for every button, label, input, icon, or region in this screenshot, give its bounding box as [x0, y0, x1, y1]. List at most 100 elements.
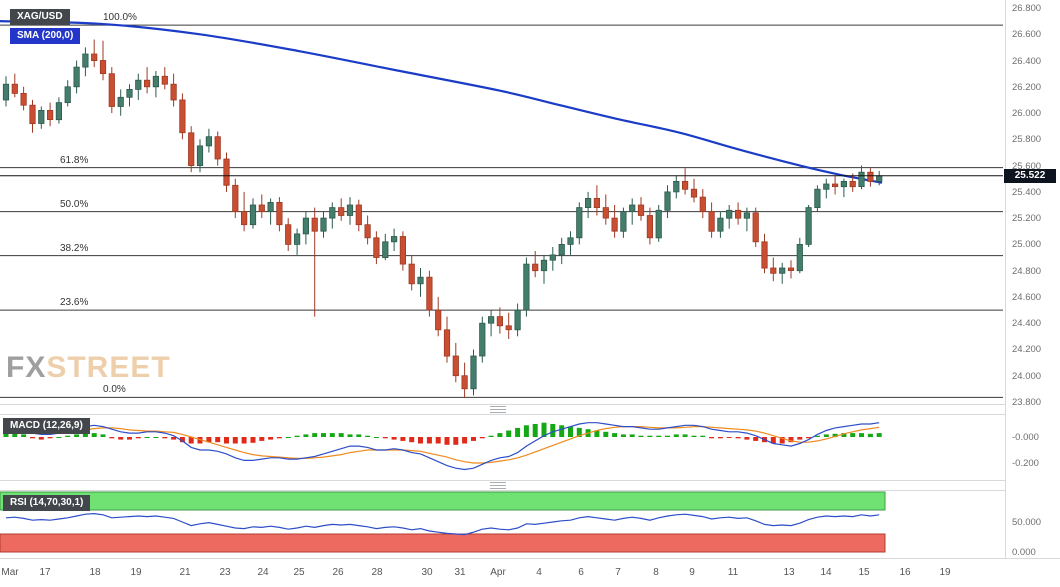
candle-body	[99, 60, 107, 75]
candle-body	[682, 180, 689, 190]
macd-histogram-bar	[47, 437, 53, 439]
time-axis-label: 15	[858, 567, 870, 578]
time-axis-label: 16	[899, 567, 911, 578]
macd-histogram-bar	[259, 437, 265, 441]
macd-histogram-bar	[814, 435, 820, 437]
candle-body	[108, 73, 115, 107]
time-axis-label: 24	[257, 567, 269, 578]
candle-body	[487, 316, 495, 324]
candle-body	[249, 204, 257, 226]
candle-body	[29, 104, 36, 124]
candle-body	[293, 233, 301, 245]
candle-body	[443, 329, 451, 357]
candle-body	[232, 184, 239, 213]
time-axis-label: 9	[689, 567, 695, 578]
candle-body	[664, 191, 671, 211]
time-axis-label: 18	[89, 567, 101, 578]
macd-histogram-bar	[268, 437, 274, 440]
candle-body	[311, 217, 318, 232]
macd-axis-label: -0.200	[1012, 458, 1039, 469]
candle-body	[73, 66, 80, 88]
macd-histogram-bar	[453, 437, 459, 445]
macd-histogram-bar	[21, 434, 27, 437]
time-axis-label: Mar	[1, 567, 19, 578]
macd-line	[5, 422, 880, 471]
macd-histogram-bar	[329, 433, 335, 437]
macd-histogram-bar	[356, 434, 362, 437]
candle-body	[770, 267, 777, 274]
macd-histogram-bar	[3, 433, 9, 437]
macd-histogram-bar	[717, 437, 723, 439]
macd-histogram-bar	[153, 437, 159, 438]
candle-body	[593, 197, 601, 208]
candle-body	[567, 237, 574, 245]
fib-level-label: 38.2%	[60, 242, 89, 254]
candle-body	[152, 75, 159, 88]
candle-body	[532, 263, 539, 272]
drag-handle-icon	[490, 482, 506, 489]
macd-histogram-bar	[171, 437, 177, 440]
candle-body	[849, 180, 856, 188]
candle-body	[523, 263, 530, 311]
macd-histogram-bar	[550, 424, 556, 437]
price-axis-label: 24.400	[1012, 318, 1042, 330]
candle-body	[135, 79, 142, 90]
candle-body	[240, 211, 248, 226]
macd-histogram-bar	[241, 437, 247, 444]
macd-histogram-bar	[303, 434, 309, 437]
macd-histogram-bar	[347, 434, 353, 437]
macd-histogram-bar	[338, 433, 344, 437]
time-axis[interactable]: Mar 17 18 19 21 23 24 25 26 28 30 31 Apr 4 6 7 8 9 11 13 14 1…	[0, 558, 1060, 587]
drag-handle-icon	[490, 406, 506, 413]
macd-histogram-bar	[418, 437, 423, 444]
rsi-axis-label: 50.000	[1012, 517, 1042, 528]
candle-body	[285, 224, 292, 245]
macd-histogram-bar	[100, 434, 106, 437]
macd-histogram-bar	[744, 437, 750, 440]
main-macd-panel-divider[interactable]	[0, 404, 1005, 415]
candle-body	[540, 259, 548, 272]
macd-histogram-bar	[435, 437, 441, 444]
candle-body	[47, 110, 54, 121]
candle-body	[223, 158, 230, 186]
candle-body	[761, 241, 768, 269]
price-axis[interactable]: 26.800 26.600 26.400 26.200 26.000 25.800 25.6…	[1005, 0, 1060, 587]
watermark-fx-text: FX	[6, 351, 47, 384]
macd-histogram-bar	[682, 434, 688, 437]
sma-200-line	[0, 20, 883, 184]
macd-rsi-panel-divider[interactable]	[0, 480, 1005, 491]
macd-histogram-bar	[859, 433, 864, 437]
candle-body	[179, 99, 186, 134]
macd-histogram-bar	[65, 435, 71, 437]
time-axis-label: Apr	[490, 567, 506, 578]
price-axis-label: 24.000	[1012, 370, 1042, 382]
candle-body	[435, 309, 442, 331]
time-axis-label: 4	[536, 567, 542, 578]
time-axis-label: 13	[783, 567, 795, 578]
macd-histogram-bar	[162, 437, 168, 439]
macd-histogram-bar	[38, 437, 44, 440]
candle-body	[673, 180, 680, 193]
candle-body	[796, 243, 803, 272]
macd-histogram-bar	[276, 437, 282, 439]
current-price-badge: 25.522	[1004, 168, 1056, 183]
candle-body	[417, 276, 424, 285]
macd-histogram-bar	[409, 437, 415, 443]
macd-histogram-bar	[797, 437, 803, 440]
macd-histogram-bar	[400, 437, 406, 441]
time-axis-label: 30	[421, 567, 433, 578]
candle-body	[646, 215, 654, 239]
symbol-badge: XAG/USD	[10, 9, 70, 25]
candle-body	[479, 322, 486, 357]
macd-histogram-bar	[647, 435, 653, 437]
rsi-overbought-band	[0, 491, 886, 511]
macd-histogram-bar	[74, 434, 80, 437]
candle-body	[205, 136, 212, 147]
time-axis-label: 19	[939, 567, 951, 578]
macd-histogram-bar	[312, 433, 318, 437]
macd-histogram-bar	[673, 434, 679, 437]
macd-histogram-bar	[382, 437, 388, 439]
candle-body	[726, 209, 733, 219]
